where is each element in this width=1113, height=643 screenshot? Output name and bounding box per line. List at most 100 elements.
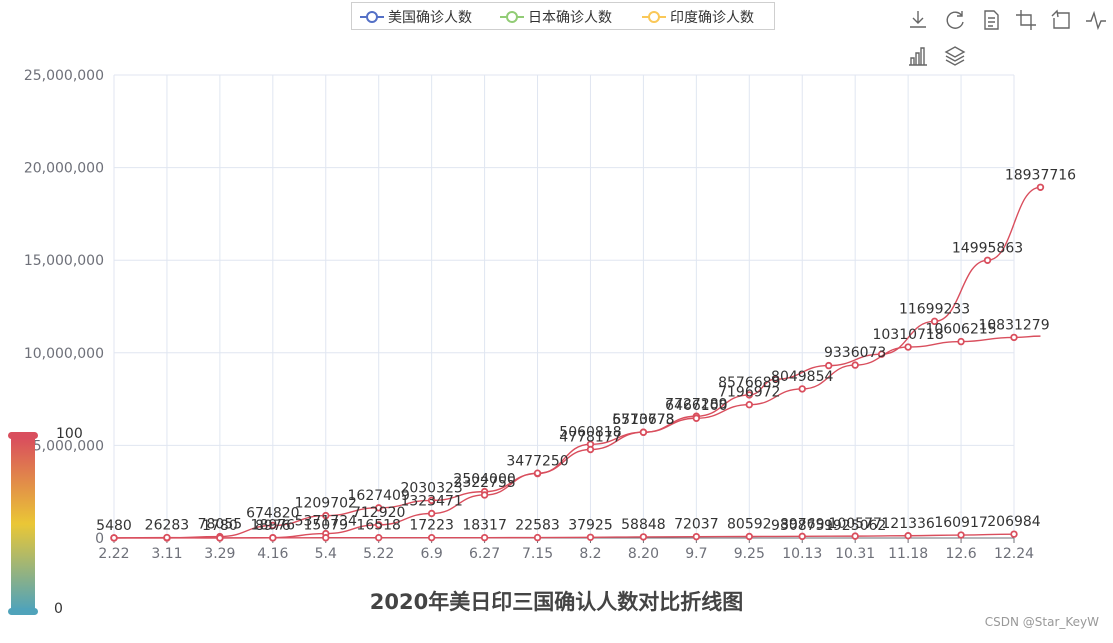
data-label: 7196972 [718,385,780,401]
series-point-1 [904,343,912,351]
refresh-icon[interactable] [943,8,967,32]
x-tick-label: 5.4 [315,546,337,562]
legend-item-india[interactable]: 印度确诊人数 [642,3,754,31]
data-label: 2030323 [400,480,462,496]
data-label: 1209702 [295,496,357,512]
data-label: 10606215 [925,322,996,338]
data-label: 9308751 [771,518,833,534]
visual-map-handle-bottom [8,608,38,615]
y-tick-label: 20,000,000 [24,161,104,177]
x-tick-label: 6.9 [421,546,443,562]
series-point-1 [957,337,965,346]
legend-item-usa[interactable]: 美国确诊人数 [360,3,472,31]
data-label: 10310718 [872,327,943,343]
data-label: 18976 [251,518,296,534]
series-point-0 [322,511,330,520]
zoom-reset-icon[interactable] [1049,8,1073,32]
visual-map [8,432,38,615]
x-tick-label: 7.15 [522,546,553,562]
x-tick-label: 6.27 [469,546,500,562]
series-point-2 [957,531,965,539]
series-point-1 [798,385,806,393]
line-chart-icon[interactable] [1084,8,1108,32]
x-tick-label: 10.13 [782,546,822,562]
x-tick-label: 9.7 [685,546,707,562]
series-lines [110,183,1045,542]
x-tick-label: 2.22 [98,546,129,562]
y-tick-label: 25,000,000 [24,68,104,84]
legend-label-usa: 美国确诊人数 [388,10,472,26]
series-point-1 [375,521,383,529]
download-icon[interactable] [906,8,930,32]
legend-item-japan[interactable]: 日本确诊人数 [500,3,612,31]
series-point-2 [110,534,118,542]
visual-map-bar [11,438,35,610]
x-tick-label: 11.18 [888,546,928,562]
x-tick-label: 3.11 [151,546,182,562]
data-label: 17223 [409,518,454,534]
data-label: 18317 [462,518,507,534]
grid-lines [113,74,1015,539]
series-point-1 [427,509,436,518]
data-label: 1780 [202,518,238,534]
data-label: 3477250 [506,454,568,470]
data-label: 26283 [145,518,190,534]
data-label: 674820 [246,506,299,522]
data-label: 1323471 [400,493,462,509]
series-point-0 [269,521,277,530]
stack-icon[interactable] [943,44,967,68]
data-label: 11699233 [899,301,970,317]
series-point-0 [772,375,780,383]
data-label: 4778177 [559,430,621,446]
data-label: 9925062 [824,518,886,534]
data-label: 1627409 [348,488,410,504]
x-tick-label: 4.16 [257,546,288,562]
data-label: 2504000 [453,472,515,488]
series-point-2 [904,532,912,540]
data-label: 6573678 [612,412,674,428]
y-tick-label: 15,000,000 [24,253,104,269]
series-point-0 [427,496,436,505]
series-point-2 [639,533,648,541]
series-point-2 [745,532,753,541]
y-tick-label: 5,000,000 [33,438,104,454]
series-point-0 [745,391,753,399]
series-point-2 [163,533,171,542]
legend-japan-icon [500,11,524,23]
legend-label-india: 印度确诊人数 [670,10,754,26]
x-tick-label: 5.22 [363,546,394,562]
data-label: 10831279 [978,317,1049,333]
series-line-0 [113,186,1041,539]
data-label: 9336073 [824,345,886,361]
data-label: 712920 [352,505,405,521]
y-tick-label: 10,000,000 [24,346,104,362]
data-view-icon[interactable] [979,8,1003,32]
visual-map-min-label: 0 [54,601,63,617]
series-point-1 [851,361,859,369]
data-label: 100577 [828,516,881,532]
data-label: 160917 [934,515,987,531]
bar-chart-icon[interactable] [906,44,930,68]
data-label: 8576689 [718,375,780,391]
series-line-2 [113,533,1015,539]
series-point-2 [586,533,595,541]
x-tick-label: 10.31 [835,546,875,562]
series-point-2 [533,533,542,542]
series-point-2 [427,533,436,542]
zoom-icon[interactable] [1014,8,1038,32]
series-point-2 [269,534,277,542]
data-label: 15079 [303,518,348,534]
data-label: 8049854 [771,369,833,385]
series-point-0 [375,504,383,512]
data-label: 121336 [881,516,935,532]
x-tick-label: 8.2 [579,546,601,562]
series-point-0 [983,256,992,264]
series-point-2 [1010,530,1018,538]
visual-map-handle-top [8,432,38,439]
series-point-2 [375,533,383,542]
series-point-2 [216,534,224,542]
data-label: 72037 [674,517,719,533]
series-point-0 [930,317,939,326]
